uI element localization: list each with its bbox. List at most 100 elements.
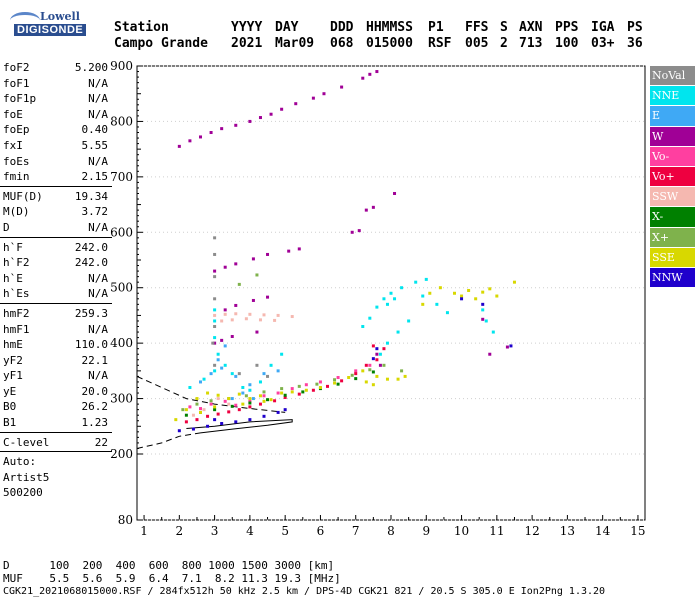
data-point-vo- [318,380,322,384]
data-point-ssw [191,413,195,417]
data-point-vo+ [273,399,277,403]
data-point-sse [195,397,199,401]
header-row2-cell: Mar09 [275,36,315,51]
data-point-noval [237,372,241,376]
data-point-sse [304,388,308,392]
data-point-nnw [481,302,485,306]
param-value: N/A [88,287,108,301]
data-point-e [209,372,213,376]
data-point-nnw [191,427,195,431]
data-point-nne [445,311,449,315]
data-point-sse [227,397,231,401]
data-point-w [375,352,379,356]
data-point-vo+ [326,384,329,388]
data-point-x- [230,404,234,408]
data-point-ssw [202,408,206,412]
data-point-x- [336,382,340,386]
data-point-vo- [276,391,280,395]
param-name: fmin [3,170,30,184]
param-name: yE [3,384,17,398]
data-point-nne [230,372,234,376]
data-point-w [378,363,382,367]
header-row1-cell: PPS [555,20,579,35]
param-row: foEp 0.40 [0,122,112,138]
data-point-e [262,372,266,376]
autoscaling-line: Auto: [0,454,112,470]
data-point-e [234,374,238,378]
param-group-5: C-level 22 [0,435,112,451]
legend-item: NNE [650,86,695,106]
data-point-w [248,119,252,123]
param-name: yF2 [3,353,23,367]
data-point-e [223,344,227,348]
divider [0,185,112,187]
header-row2-cell: 713 [519,36,543,51]
data-point-w [223,308,227,312]
data-point-x+ [262,390,266,394]
x-tick-label: 10 [454,524,469,538]
data-point-w [209,131,213,135]
param-row: foEs N/A [0,154,112,170]
data-point-sse [385,377,389,381]
data-point-sse [474,297,478,301]
data-point-nne [385,302,389,306]
legend-item: W [650,126,695,146]
param-name: fxI [3,138,23,152]
header-row1-cell: DAY [275,20,299,35]
data-point-sse [371,383,375,387]
data-point-noval [213,325,217,329]
data-point-ssw [223,312,227,316]
param-name: h`E [3,271,23,285]
param-row: B1 1.23 [0,415,112,431]
profile-solid [186,419,293,434]
data-point-nne [385,341,389,345]
data-point-nne [481,308,485,312]
data-point-noval [213,363,217,367]
data-point-ssw [227,402,231,406]
profile-dashed-upper [136,375,286,413]
param-value: N/A [88,92,108,106]
x-tick-label: 13 [560,524,575,538]
data-point-vo+ [206,414,210,418]
x-tick-label: 9 [422,524,430,538]
param-row: MUF(D) 19.34 [0,189,112,205]
param-row: hmE 110.0 [0,337,112,353]
data-point-ssw [213,313,217,317]
data-point-sse [216,393,220,397]
data-point-w [220,338,224,342]
param-row: yF2 22.1 [0,353,112,369]
param-value: 22 [94,435,108,449]
data-point-sse [280,391,284,395]
legend-item: NNW [650,267,695,288]
param-name: hmF1 [3,322,30,336]
param-name: C-level [3,435,50,449]
data-point-sse [438,286,442,290]
data-point-sse [262,399,266,403]
data-point-vo+ [311,388,315,392]
data-point-x- [266,398,270,402]
data-point-w [213,269,217,273]
data-point-sse [237,392,241,396]
param-name: D [3,220,10,234]
data-point-e [276,369,280,373]
data-point-sse [403,374,407,378]
data-point-sse [361,369,365,373]
data-point-w [294,102,298,106]
header-row1-cell: Station [114,20,169,35]
header-row2-cell: 2 [500,36,508,51]
logo-arc-icon [10,12,40,29]
data-point-nnw [460,297,464,301]
data-point-w [258,116,262,120]
data-point-w [251,257,255,261]
data-point-e [241,391,245,395]
header-row2-cell: 100 [555,36,579,51]
data-point-w [368,72,372,76]
data-point-vo- [262,394,266,398]
param-value: 259.3 [74,306,108,320]
param-value: 1.23 [81,416,109,430]
param-value: 20.0 [81,384,109,398]
data-point-w [234,123,238,127]
legend-item: E [650,106,695,126]
header-row1-cell: PS [627,20,643,35]
data-point-w [269,112,273,116]
